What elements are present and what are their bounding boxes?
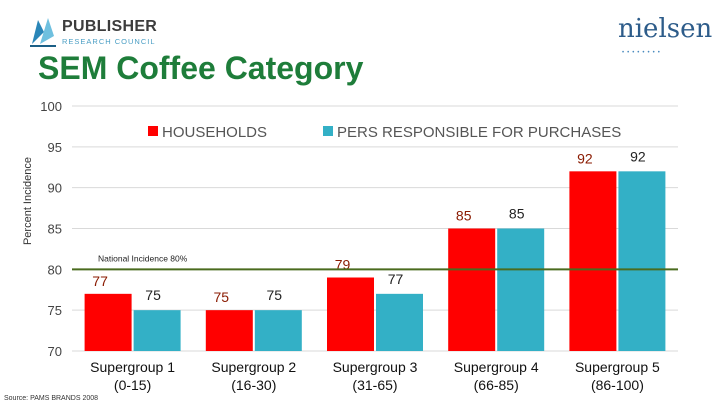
data-label: 92 <box>577 150 593 166</box>
data-label: 77 <box>92 273 108 289</box>
data-label: 75 <box>267 287 283 303</box>
nielsen-logo: nielsen •••••••• <box>618 14 712 56</box>
source-note: Source: PAMS BRANDS 2008 <box>4 395 99 402</box>
y-tick-label: 100 <box>40 99 62 114</box>
national-incidence-label: National Incidence 80% <box>98 253 188 263</box>
y-tick-label: 75 <box>48 303 62 318</box>
bar <box>569 171 617 351</box>
x-tick-label: (0-15) <box>114 377 151 393</box>
y-axis-label: Percent Incidence <box>22 157 34 245</box>
data-label: 92 <box>630 148 646 164</box>
legend-swatch <box>323 126 333 136</box>
bar <box>618 171 666 351</box>
bar <box>133 310 181 351</box>
bar <box>497 228 545 351</box>
nielsen-logo-name: nielsen <box>618 14 713 44</box>
data-label: 85 <box>509 206 525 222</box>
data-label: 75 <box>214 289 230 305</box>
y-tick-label: 90 <box>48 181 62 196</box>
legend-swatch <box>148 126 158 136</box>
x-tick-label: (66-85) <box>474 377 519 393</box>
publisher-logo-name: PUBLISHER <box>62 18 158 35</box>
data-label: 85 <box>456 208 472 224</box>
x-tick-label: (31-65) <box>352 377 397 393</box>
data-label: 75 <box>145 287 161 303</box>
nielsen-logo-dots: •••••••• <box>622 50 663 56</box>
bar <box>254 310 302 351</box>
bar <box>84 293 132 351</box>
bar <box>376 293 423 351</box>
x-tick-label: (86-100) <box>591 377 644 393</box>
y-tick-label: 95 <box>48 140 62 155</box>
x-tick-label: Supergroup 3 <box>333 359 418 375</box>
y-tick-label: 80 <box>48 262 62 277</box>
x-tick-label: Supergroup 1 <box>90 359 175 375</box>
legend-label: HOUSEHOLDS <box>162 124 267 141</box>
y-tick-label: 85 <box>48 222 62 237</box>
bar <box>327 277 374 351</box>
publisher-logo-icon <box>30 18 56 47</box>
bar <box>448 228 496 351</box>
page-title: SEM Coffee Category <box>38 50 364 86</box>
data-label: 77 <box>388 271 404 287</box>
x-tick-label: (16-30) <box>231 377 276 393</box>
legend-label: PERS RESPONSIBLE FOR PURCHASES <box>337 124 621 141</box>
x-tick-label: Supergroup 2 <box>211 359 296 375</box>
publisher-research-council-logo: PUBLISHER RESEARCH COUNCIL <box>28 14 158 50</box>
y-tick-label: 70 <box>48 344 62 359</box>
x-tick-label: Supergroup 4 <box>454 359 539 375</box>
publisher-logo-subtitle: RESEARCH COUNCIL <box>62 37 156 46</box>
x-tick-label: Supergroup 5 <box>575 359 660 375</box>
bar <box>205 310 253 351</box>
